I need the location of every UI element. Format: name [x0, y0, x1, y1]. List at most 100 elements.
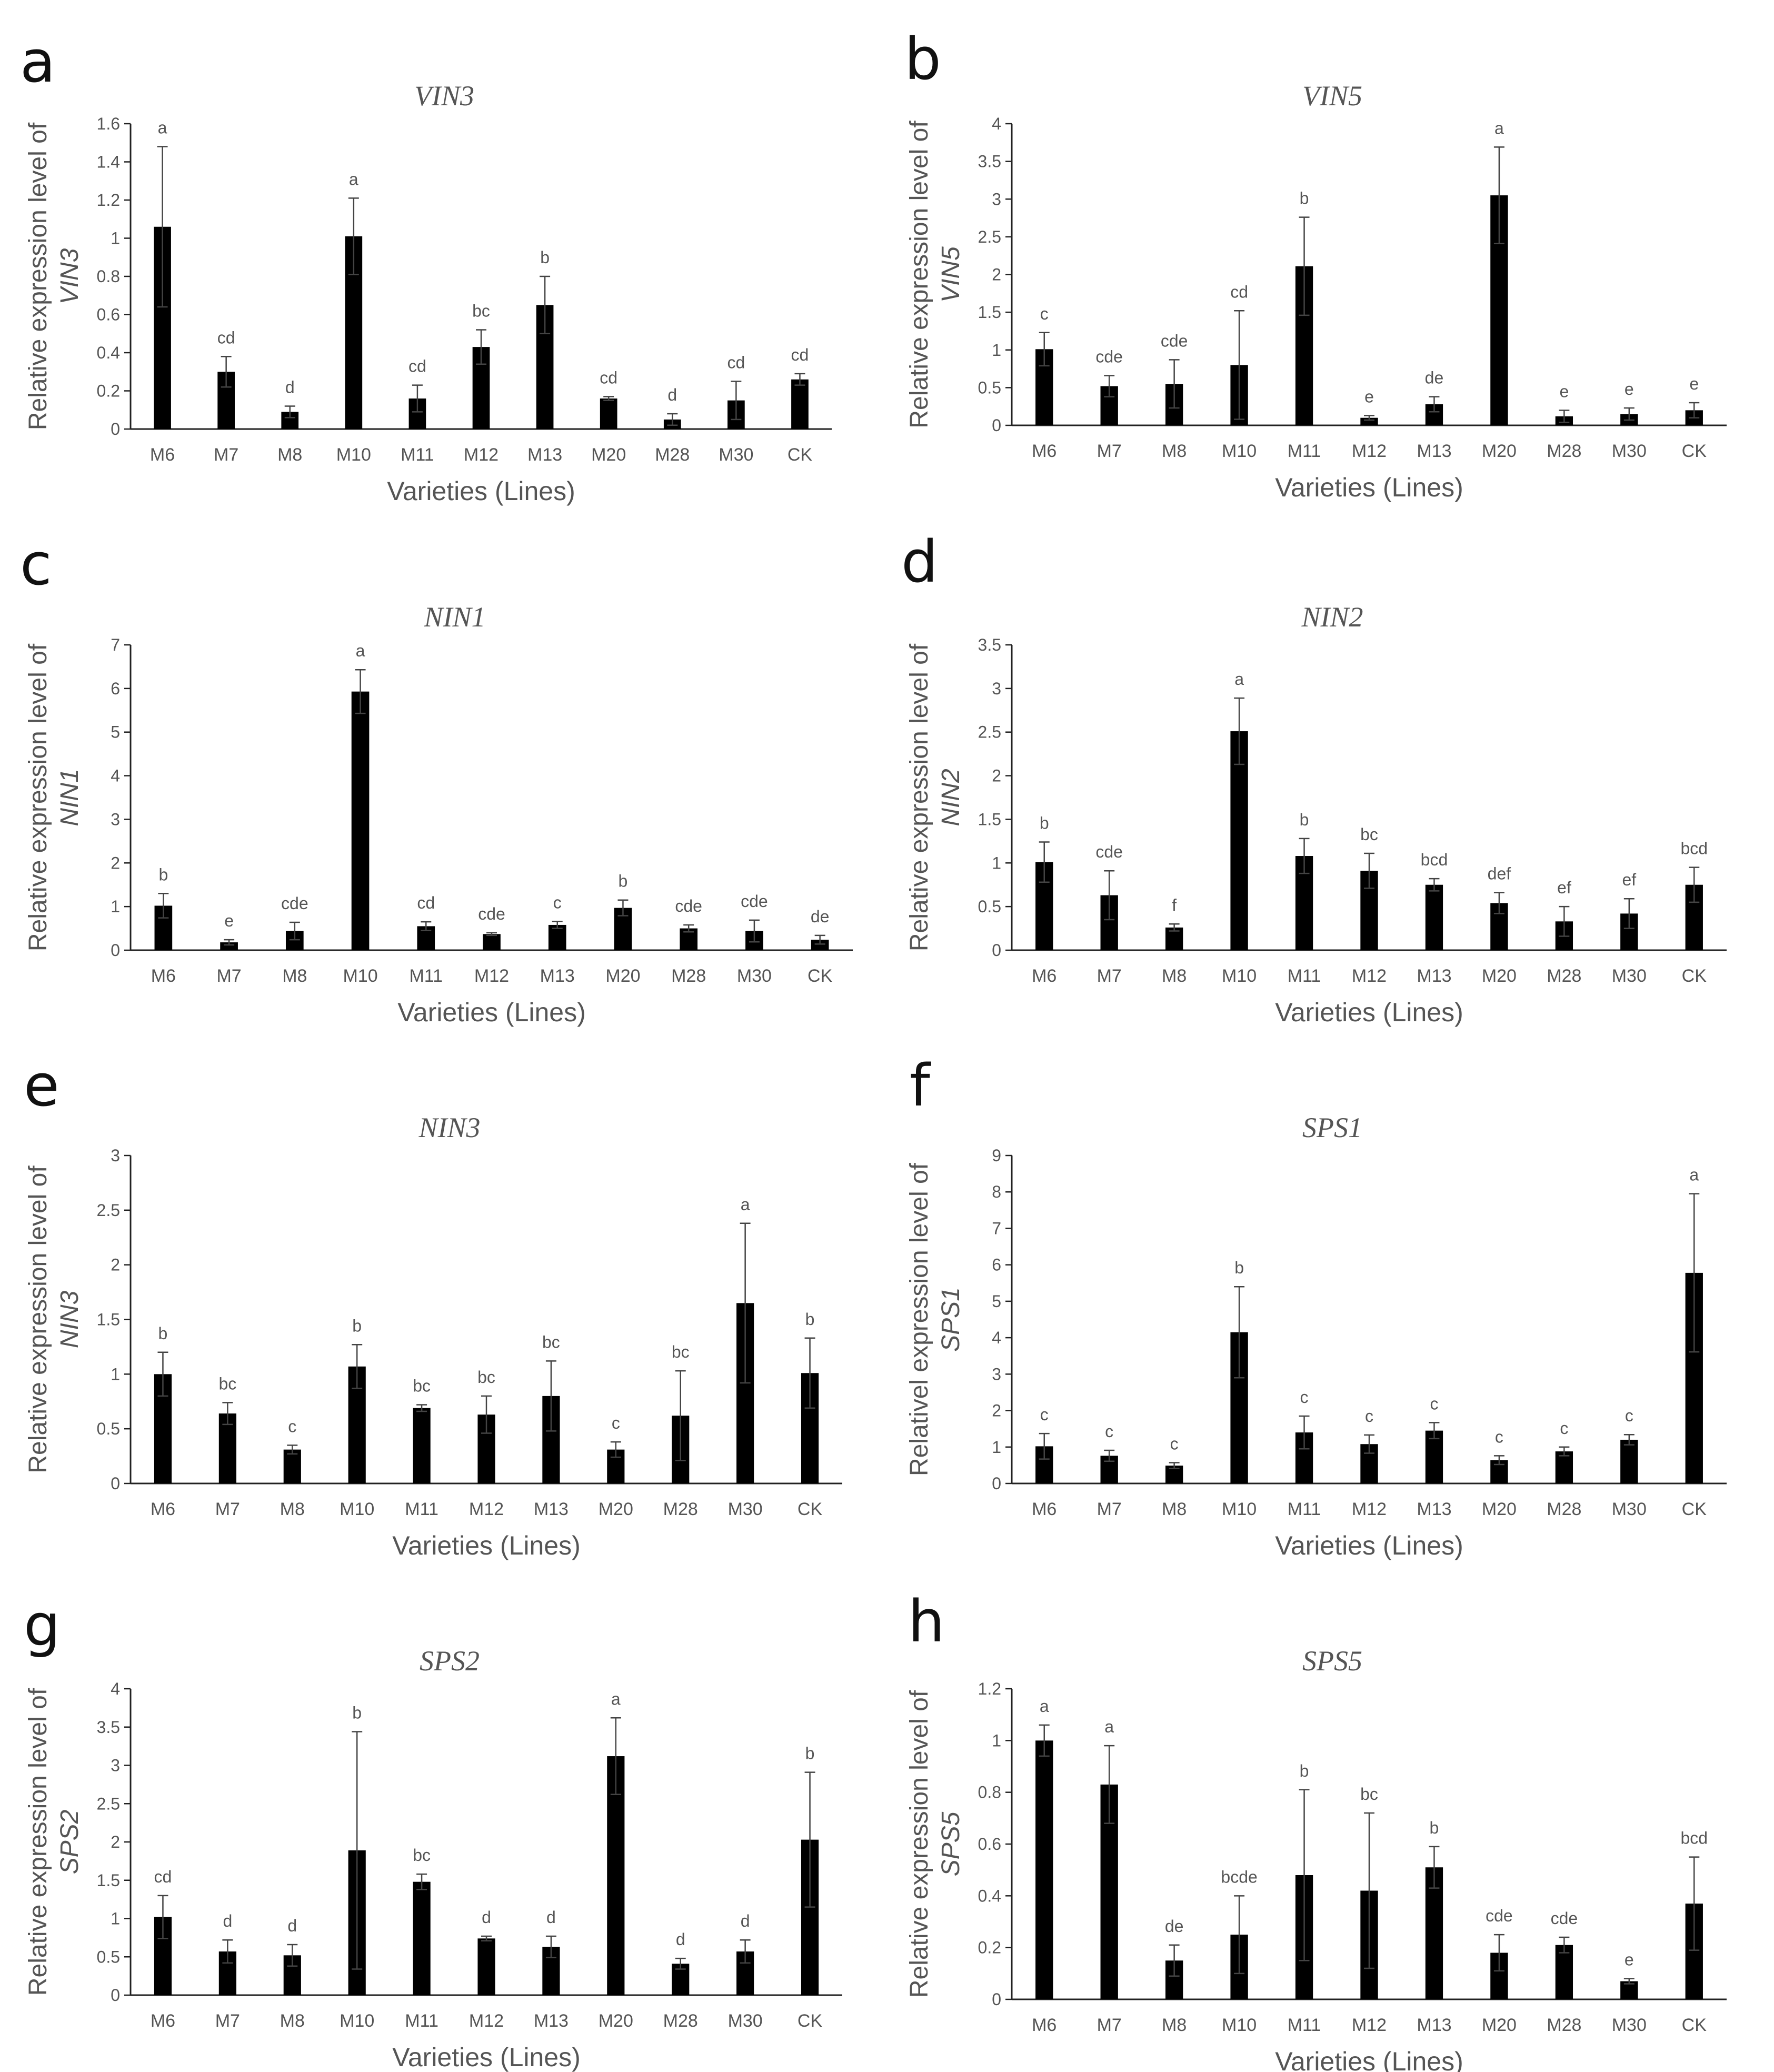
significance-label: a — [741, 1195, 750, 1214]
x-tick-label: M13 — [527, 445, 562, 465]
x-tick-label: M7 — [216, 966, 241, 986]
y-tick-label: 2.5 — [978, 227, 1001, 246]
x-tick-label: M6 — [1032, 966, 1057, 986]
x-tick-label: M8 — [1162, 966, 1187, 986]
y-axis-label: Relative expression level of NIN2 — [905, 643, 965, 951]
significance-label: b — [352, 1316, 362, 1335]
significance-label: f — [1172, 895, 1177, 914]
significance-label: bcd — [1680, 839, 1708, 858]
y-tick-label: 1 — [992, 1731, 1001, 1750]
bar-M11 — [413, 1881, 431, 1995]
y-tick-label: 4 — [992, 1328, 1001, 1347]
significance-label: c — [288, 1417, 296, 1436]
x-tick-label: M13 — [1417, 1499, 1451, 1519]
bar-M20 — [600, 399, 617, 429]
x-tick-label: M7 — [1097, 966, 1122, 986]
significance-label: b — [805, 1744, 815, 1763]
x-tick-label: M12 — [1352, 441, 1387, 461]
significance-label: cd — [217, 328, 235, 347]
x-tick-label: M7 — [1097, 1499, 1122, 1519]
significance-label: b — [1430, 1818, 1439, 1837]
y-axis-label-line1: Relative expression level of — [905, 121, 933, 429]
significance-label: c — [1560, 1419, 1568, 1438]
significance-label: cde — [1161, 331, 1188, 350]
x-tick-label: M11 — [1288, 966, 1321, 986]
y-axis-label-line1: Relative expression level of — [905, 1690, 933, 1998]
x-tick-label: M12 — [1352, 1499, 1387, 1519]
panel-label: f — [910, 1052, 931, 1119]
x-tick-label: M13 — [1417, 966, 1451, 986]
y-tick-label: 1.5 — [97, 1871, 120, 1890]
x-tick-label: M30 — [728, 2011, 763, 2031]
x-tick-label: M28 — [663, 1499, 698, 1519]
x-tick-label: M28 — [1547, 966, 1581, 986]
x-tick-label: M13 — [534, 2011, 569, 2031]
significance-label: cde — [1486, 1906, 1513, 1925]
x-tick-label: M30 — [1612, 1499, 1647, 1519]
significance-label: b — [352, 1703, 362, 1722]
x-tick-label: M6 — [150, 445, 175, 465]
y-tick-label: 3 — [992, 1364, 1001, 1383]
significance-label: c — [1300, 1388, 1309, 1407]
y-tick-label: 0 — [992, 1474, 1001, 1493]
y-tick-label: 0.5 — [978, 378, 1001, 397]
significance-label: cd — [417, 893, 435, 912]
x-tick-label: CK — [1682, 441, 1707, 461]
significance-label: de — [811, 907, 830, 926]
chart-title: VIN5 — [1302, 80, 1362, 112]
y-tick-label: 0.8 — [978, 1783, 1001, 1802]
significance-label: bcde — [1221, 1867, 1257, 1886]
y-tick-label: 0 — [992, 1990, 1001, 2009]
x-tick-label: M11 — [405, 1499, 438, 1519]
x-tick-label: M8 — [282, 966, 307, 986]
y-tick-label: 1.6 — [97, 114, 120, 133]
x-tick-label: CK — [798, 1499, 823, 1519]
significance-label: cde — [675, 896, 702, 915]
significance-label: ef — [1622, 870, 1636, 889]
y-axis-label: Relative expression level of NIN3 — [24, 1166, 84, 1473]
significance-label: cd — [791, 345, 809, 364]
x-tick-label: M8 — [280, 2011, 305, 2031]
significance-label: c — [1105, 1422, 1113, 1441]
y-axis-label: Relative expression level of SPS2 — [24, 1688, 84, 1996]
x-tick-label: M6 — [151, 966, 176, 986]
y-tick-label: 3.5 — [978, 635, 1001, 654]
panel-label: g — [24, 1591, 61, 1659]
y-tick-label: 0.5 — [978, 897, 1001, 916]
x-tick-label: M11 — [409, 966, 443, 986]
bar-M13 — [1425, 1430, 1443, 1483]
significance-label: bc — [472, 302, 490, 321]
bar-M10 — [1230, 731, 1248, 950]
y-tick-label: 0.2 — [97, 382, 120, 401]
x-axis-label: Varieties (Lines) — [1275, 998, 1463, 1027]
x-tick-label: M30 — [728, 1499, 763, 1519]
significance-label: a — [356, 641, 365, 660]
significance-label: c — [1430, 1394, 1438, 1413]
x-axis-label: Varieties (Lines) — [1275, 473, 1463, 502]
significance-label: c — [1365, 1407, 1373, 1426]
panel-label: d — [901, 528, 938, 595]
panel-label: h — [908, 1588, 945, 1655]
y-tick-label: 6 — [111, 679, 120, 698]
y-axis-label-line1: Relative expression level of — [905, 643, 933, 951]
bar-M28 — [1555, 1451, 1573, 1483]
significance-label: de — [1425, 368, 1444, 387]
bar-M11 — [413, 1408, 431, 1483]
x-tick-label: M20 — [1482, 1499, 1517, 1519]
x-tick-label: M28 — [655, 445, 690, 465]
significance-label: b — [1234, 1258, 1244, 1277]
x-tick-label: M10 — [1222, 1499, 1257, 1519]
y-tick-label: 0 — [111, 1986, 120, 2005]
y-tick-label: 0 — [111, 1474, 120, 1493]
y-tick-label: 1 — [992, 341, 1001, 360]
significance-label: a — [1104, 1717, 1114, 1736]
y-tick-label: 1.5 — [97, 1310, 120, 1329]
significance-label: b — [540, 248, 550, 267]
y-tick-label: 0.8 — [97, 267, 120, 286]
y-axis-label-gene: NIN3 — [56, 1291, 84, 1349]
x-tick-label: M12 — [464, 445, 499, 465]
significance-label: cd — [600, 368, 617, 387]
y-tick-label: 7 — [992, 1219, 1001, 1238]
chart-title: NIN2 — [1301, 601, 1363, 633]
